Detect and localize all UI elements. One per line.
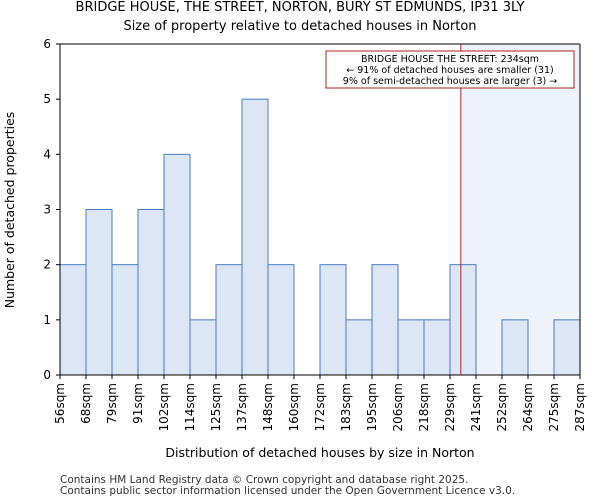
histogram-bar bbox=[85, 209, 113, 376]
x-tick-label: 206sqm bbox=[391, 383, 405, 431]
histogram-bar bbox=[345, 319, 373, 376]
x-tick-label: 183sqm bbox=[339, 383, 353, 431]
x-tick-label: 137sqm bbox=[235, 383, 249, 431]
histogram-bar bbox=[215, 264, 243, 376]
y-tick-label: 3 bbox=[43, 203, 51, 217]
x-tick-label: 79sqm bbox=[105, 383, 119, 424]
histogram-bar bbox=[241, 98, 269, 376]
histogram-bar bbox=[423, 319, 451, 376]
x-tick-label: 275sqm bbox=[547, 383, 561, 431]
histogram-bar bbox=[449, 264, 477, 376]
histogram-bar bbox=[371, 264, 399, 376]
y-tick-label: 0 bbox=[43, 368, 51, 382]
x-tick-label: 264sqm bbox=[521, 383, 535, 431]
histogram-bar bbox=[397, 319, 425, 376]
footer-attribution-2: Contains public sector information licen… bbox=[60, 485, 516, 497]
annotation-box bbox=[325, 50, 575, 89]
chart-title: BRIDGE HOUSE, THE STREET, NORTON, BURY S… bbox=[75, 0, 525, 15]
histogram-bar bbox=[137, 209, 165, 376]
annotation-line: ← 91% of detached houses are smaller (31… bbox=[346, 65, 553, 76]
histogram-bar bbox=[59, 264, 87, 376]
x-tick-label: 148sqm bbox=[261, 383, 275, 431]
x-tick-label: 160sqm bbox=[287, 383, 301, 431]
y-tick-label: 2 bbox=[43, 258, 51, 272]
x-tick-label: 114sqm bbox=[183, 383, 197, 431]
histogram-bar bbox=[189, 319, 217, 376]
y-axis-label: Number of detached properties bbox=[2, 112, 17, 309]
histogram-bar bbox=[111, 264, 139, 376]
x-tick-label: 91sqm bbox=[131, 383, 145, 424]
x-tick-label: 56sqm bbox=[53, 383, 67, 424]
x-axis-label: Distribution of detached houses by size … bbox=[165, 445, 474, 460]
y-tick-label: 5 bbox=[43, 92, 51, 106]
footer-attribution-1: Contains HM Land Registry data © Crown c… bbox=[60, 474, 469, 486]
histogram-bar bbox=[163, 153, 191, 376]
annotation-line: 9% of semi-detached houses are larger (3… bbox=[343, 76, 557, 87]
x-tick-label: 172sqm bbox=[313, 383, 327, 431]
x-tick-label: 102sqm bbox=[157, 383, 171, 431]
annotation-line: BRIDGE HOUSE THE STREET: 234sqm bbox=[361, 54, 539, 65]
histogram-bar bbox=[319, 264, 347, 376]
x-tick-label: 68sqm bbox=[79, 383, 93, 424]
x-tick-label: 241sqm bbox=[469, 383, 483, 431]
histogram-bar bbox=[267, 264, 295, 376]
x-tick-label: 287sqm bbox=[573, 383, 587, 431]
y-tick-label: 6 bbox=[43, 37, 51, 51]
x-tick-label: 252sqm bbox=[495, 383, 509, 431]
x-tick-label: 125sqm bbox=[209, 383, 223, 431]
x-tick-label: 218sqm bbox=[417, 383, 431, 431]
x-tick-label: 229sqm bbox=[443, 383, 457, 431]
y-tick-label: 1 bbox=[43, 313, 51, 327]
histogram-bar bbox=[553, 319, 581, 376]
histogram-bar bbox=[501, 319, 529, 376]
x-tick-label: 195sqm bbox=[365, 383, 379, 431]
chart-subtitle: Size of property relative to detached ho… bbox=[123, 19, 477, 34]
y-tick-label: 4 bbox=[43, 147, 51, 161]
